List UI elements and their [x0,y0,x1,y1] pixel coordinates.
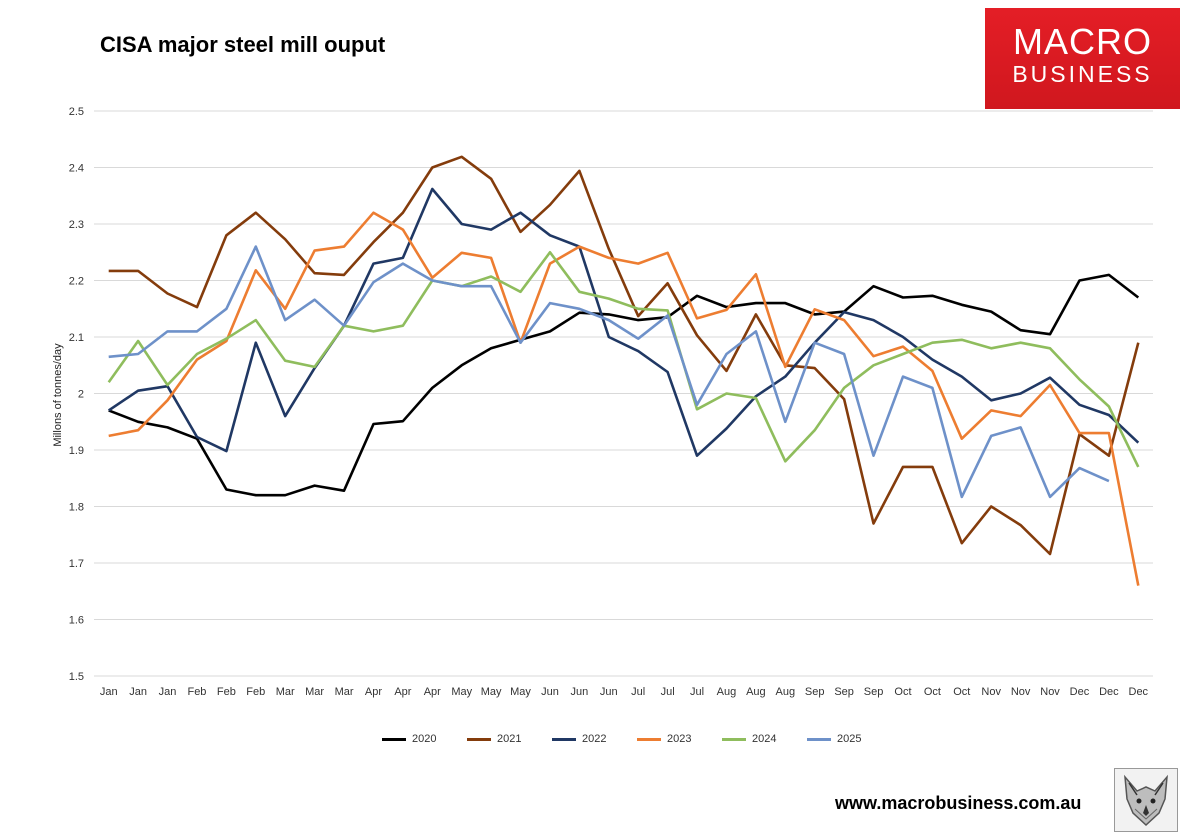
legend-item-2021: 2021 [467,733,552,745]
x-tick-label: Oct [953,686,970,698]
legend-label: 2022 [582,733,607,745]
x-tick-label: Sep [864,686,884,698]
x-tick-label: Feb [246,686,265,698]
series-line-2024 [107,251,1140,468]
series-line-2025 [108,245,1110,499]
y-tick-label: 2.4 [69,163,84,175]
legend-item-2024: 2024 [722,733,807,745]
logo-line-2: BUSINESS [1012,61,1153,87]
x-tick-label: Jul [631,686,645,698]
x-tick-label: Nov [1011,686,1031,698]
x-tick-label: Mar [276,686,295,698]
legend-label: 2021 [497,733,522,745]
x-tick-label: Sep [805,686,825,698]
x-tick-label: Feb [187,686,206,698]
x-tick-label: May [481,686,502,698]
y-tick-label: 1.7 [69,558,84,570]
series-line-2022 [107,187,1140,457]
x-tick-label: Aug [776,686,796,698]
y-tick-label: 2.3 [69,219,84,231]
series-line-2021 [108,155,1140,556]
x-tick-label: Dec [1070,686,1090,698]
series-lines [107,155,1140,586]
x-tick-label: Jun [571,686,589,698]
x-tick-label: Dec [1099,686,1119,698]
y-axis-ticks: 1.5 1.6 1.7 1.8 1.9 2 2.1 2.2 2.3 2.4 2.5 [69,106,84,683]
legend-swatch [722,737,746,741]
legend-item-2025: 2025 [807,733,892,745]
x-tick-label: Jan [100,686,118,698]
x-tick-label: Jul [690,686,704,698]
x-tick-label: Oct [924,686,941,698]
legend-swatch [382,737,406,741]
x-tick-label: May [451,686,472,698]
legend-swatch [467,737,491,741]
logo-line-1: MACRO [1013,21,1152,62]
y-tick-label: 2 [78,389,84,401]
legend-item-2020: 2020 [382,733,467,745]
website-url: www.macrobusiness.com.au [835,793,1082,813]
chart-legend: 2020 2021 2022 2023 2024 2025 [382,733,892,745]
legend-swatch [552,737,576,741]
y-tick-label: 2.1 [69,332,84,344]
x-tick-label: Apr [394,686,411,698]
x-tick-label: Nov [981,686,1001,698]
macro-business-logo: MACRO BUSINESS [985,8,1180,109]
wolf-mascot-icon [1114,768,1178,832]
y-axis-label: Millons of tonnes/day [52,343,64,447]
x-tick-label: Apr [424,686,441,698]
y-tick-label: 2.5 [69,106,84,118]
chart-title: CISA major steel mill ouput [100,32,386,57]
x-tick-label: Aug [717,686,737,698]
y-tick-label: 1.6 [69,615,84,627]
y-tick-label: 1.5 [69,671,84,683]
x-tick-label: Jan [129,686,147,698]
legend-label: 2020 [412,733,437,745]
y-tick-label: 1.8 [69,502,84,514]
x-tick-label: Apr [365,686,382,698]
legend-swatch [637,737,661,741]
x-tick-label: Oct [894,686,911,698]
x-tick-label: Mar [335,686,354,698]
series-line-2023 [108,211,1140,586]
gridlines [94,110,1153,677]
x-tick-label: Sep [834,686,854,698]
x-axis-ticks: Jan Jan Jan Feb Feb Feb Mar Mar Mar Apr Apr Apr May M… [100,686,1149,698]
y-tick-label: 1.9 [69,445,84,457]
legend-label: 2025 [837,733,862,745]
x-tick-label: Jan [159,686,177,698]
legend-label: 2023 [667,733,692,745]
x-tick-label: Mar [305,686,324,698]
x-tick-label: May [510,686,531,698]
legend-item-2022: 2022 [552,733,637,745]
y-tick-label: 2.2 [69,276,84,288]
x-tick-label: Nov [1040,686,1060,698]
x-tick-label: Jul [661,686,675,698]
x-tick-label: Jun [541,686,559,698]
legend-swatch [807,737,831,741]
x-tick-label: Jun [600,686,618,698]
x-tick-label: Feb [217,686,236,698]
x-tick-label: Aug [746,686,766,698]
legend-label: 2024 [752,733,777,745]
x-tick-label: Dec [1129,686,1149,698]
legend-item-2023: 2023 [637,733,722,745]
series-line-2020 [108,273,1140,497]
